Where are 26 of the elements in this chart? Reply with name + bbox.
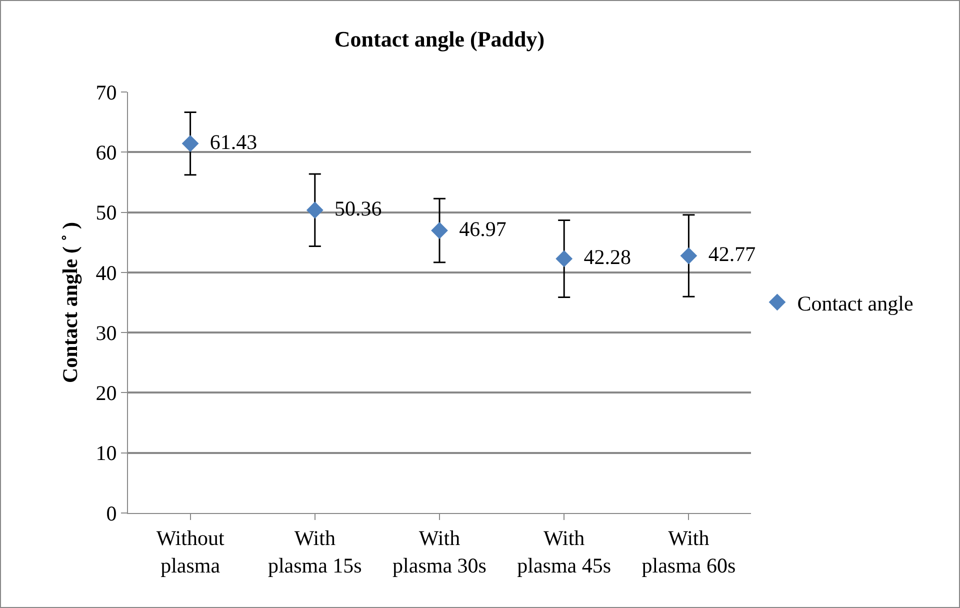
- data-label: 46.97: [448, 216, 506, 241]
- legend-label: Contact angle: [797, 291, 914, 316]
- point: [556, 250, 573, 268]
- y-tick-label: 30: [96, 320, 117, 345]
- point: [306, 202, 324, 219]
- data-label: 50.36: [324, 196, 382, 220]
- data-label: 42.28: [573, 244, 631, 269]
- data-label: 42.77: [698, 242, 756, 266]
- x-tick-label: With plasma 45s: [517, 526, 612, 578]
- point: [182, 135, 199, 152]
- y-tick-label: 0: [106, 501, 117, 526]
- x-tick-label: With plasma 30s: [392, 526, 486, 578]
- y-tick-label: 50: [96, 200, 117, 225]
- y-tick-label: 40: [96, 260, 117, 285]
- y-tick-label: 60: [96, 140, 117, 164]
- point: [431, 222, 448, 239]
- y-tick-label: 70: [96, 80, 117, 104]
- x-tick-label: Without plasma: [156, 526, 224, 578]
- y-tick-label: 10: [96, 441, 117, 466]
- chart-title: Contact angle (Paddy): [334, 26, 545, 52]
- y-axis-title: Contact angle ( ˚ ): [58, 222, 82, 383]
- point: [680, 247, 698, 264]
- x-tick-label: With plasma 60s: [642, 526, 736, 578]
- x-tick-label: With plasma 15s: [268, 526, 362, 578]
- data-label: 61.43: [199, 130, 258, 154]
- y-tick-label: 20: [96, 381, 117, 406]
